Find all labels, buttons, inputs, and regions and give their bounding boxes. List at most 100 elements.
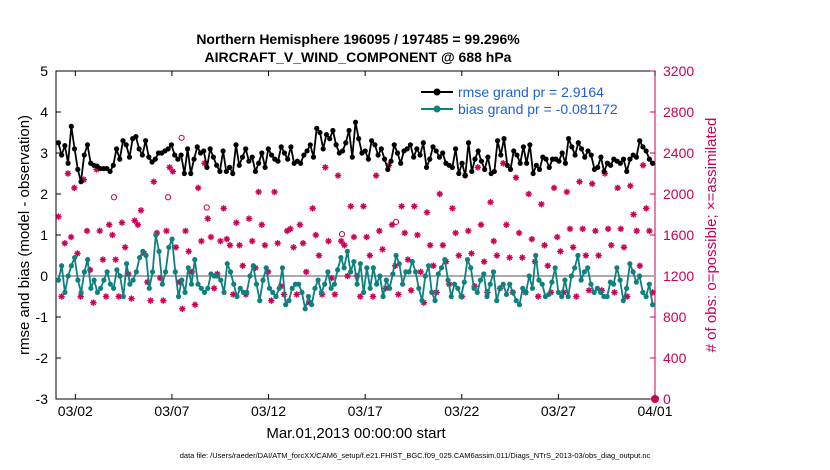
obs-assimilated-point bbox=[620, 244, 628, 251]
bias-point bbox=[91, 277, 97, 283]
bias-point bbox=[565, 293, 571, 300]
rmse-point bbox=[117, 156, 123, 162]
rmse-point bbox=[214, 162, 220, 168]
rmse-point bbox=[243, 146, 249, 152]
bias-point bbox=[627, 261, 633, 267]
bias-point bbox=[146, 285, 152, 291]
bias-point bbox=[59, 263, 65, 269]
rmse-point bbox=[391, 142, 397, 148]
bias-series bbox=[55, 232, 656, 312]
obs-assimilated-point bbox=[614, 184, 621, 192]
obs-assimilated-point bbox=[185, 248, 192, 255]
rmse-point bbox=[578, 146, 585, 152]
obs-assimilated-point bbox=[395, 291, 402, 298]
obs-assimilated-point bbox=[582, 252, 590, 259]
rmse-point bbox=[637, 138, 643, 144]
bias-point bbox=[198, 285, 204, 291]
rmse-point bbox=[78, 179, 84, 185]
bias-point bbox=[445, 277, 451, 283]
bias-point bbox=[546, 291, 552, 298]
rmse-point bbox=[262, 164, 268, 170]
bias-point bbox=[192, 257, 198, 263]
obs-assimilated-point bbox=[585, 287, 593, 294]
rmse-series bbox=[55, 119, 656, 185]
bias-point bbox=[477, 277, 484, 283]
obs-assimilated-point bbox=[96, 227, 103, 235]
obs-assimilated-point bbox=[639, 162, 647, 169]
bias-point bbox=[646, 281, 652, 287]
obs-assimilated-point bbox=[271, 188, 278, 196]
bias-point bbox=[533, 252, 539, 259]
bias-point bbox=[539, 281, 545, 287]
chart-title-line2: AIRCRAFT_V_WIND_COMPONENT @ 688 hPa bbox=[205, 49, 512, 65]
obs-assimilated-point bbox=[290, 244, 297, 251]
rmse-point bbox=[62, 143, 68, 149]
rmse-point bbox=[491, 168, 497, 175]
bias-point bbox=[643, 293, 649, 300]
obs-assimilated-point bbox=[102, 293, 110, 300]
obs-assimilated-point bbox=[579, 225, 586, 233]
rmse-point bbox=[517, 160, 523, 166]
bias-point bbox=[361, 289, 367, 295]
obs-assimilated-point bbox=[344, 272, 351, 280]
bias-point bbox=[322, 281, 328, 287]
bias-point bbox=[257, 298, 263, 304]
rmse-point bbox=[201, 148, 207, 154]
bias-point bbox=[205, 285, 211, 291]
x-axis-label: Mar.01,2013 00:00:00 start bbox=[266, 425, 446, 442]
rmse-point bbox=[230, 170, 236, 177]
bias-point bbox=[72, 254, 78, 261]
bias-point bbox=[159, 281, 165, 287]
obs-assimilated-point bbox=[487, 199, 494, 206]
bias-point bbox=[88, 285, 94, 291]
bias-point bbox=[393, 252, 399, 259]
rmse-point bbox=[352, 119, 359, 125]
rmse-point bbox=[188, 170, 194, 177]
obs-assimilated-point bbox=[608, 242, 615, 249]
rmse-point bbox=[462, 172, 468, 179]
obs-assimilated-point bbox=[325, 237, 332, 245]
rmse-point bbox=[307, 142, 313, 148]
rmse-point bbox=[320, 146, 326, 152]
obs-assimilated-point bbox=[223, 235, 231, 243]
bias-point bbox=[604, 293, 610, 300]
obs-assimilated-point bbox=[436, 190, 443, 198]
bias-point bbox=[101, 277, 107, 283]
bias-point bbox=[591, 289, 597, 295]
obs-assimilated-point bbox=[315, 252, 323, 259]
obs-assimilated-point bbox=[112, 256, 119, 263]
bias-point bbox=[335, 267, 341, 273]
rmse-point bbox=[210, 154, 217, 160]
right-y-axis: 0 400 800 1200 1600 2000 2400 2800 3200 bbox=[650, 63, 694, 407]
rmse-point bbox=[643, 148, 649, 154]
rmse-point bbox=[475, 148, 481, 154]
bias-point bbox=[104, 269, 110, 275]
obs-assimilated-point bbox=[357, 293, 364, 300]
rmse-point bbox=[520, 144, 527, 150]
bias-point bbox=[562, 277, 568, 283]
bias-point bbox=[497, 285, 503, 291]
rmse-point bbox=[369, 138, 375, 144]
bias-point bbox=[276, 285, 282, 291]
rmse-point bbox=[533, 162, 539, 168]
rmse-point bbox=[301, 152, 307, 158]
bias-point bbox=[432, 298, 438, 304]
bias-point bbox=[471, 285, 477, 291]
bias-point bbox=[175, 293, 182, 300]
y-tick-label-left: 3 bbox=[40, 145, 48, 161]
obs-assimilated-point bbox=[519, 254, 526, 261]
obs-assimilated-point bbox=[363, 233, 370, 241]
bias-point bbox=[578, 277, 584, 283]
rmse-point bbox=[478, 158, 485, 164]
rmse-point bbox=[498, 152, 504, 158]
y-tick-label-right: 400 bbox=[663, 350, 687, 366]
bias-point bbox=[289, 285, 295, 291]
obs-assimilated-point bbox=[61, 240, 68, 247]
bias-point bbox=[253, 281, 260, 287]
bias-point bbox=[185, 265, 191, 271]
obs-assimilated-point bbox=[617, 225, 625, 233]
rmse-point bbox=[524, 160, 530, 166]
x-tick-label: 03/17 bbox=[348, 403, 383, 419]
bias-line bbox=[57, 234, 654, 310]
bias-point bbox=[374, 281, 380, 287]
